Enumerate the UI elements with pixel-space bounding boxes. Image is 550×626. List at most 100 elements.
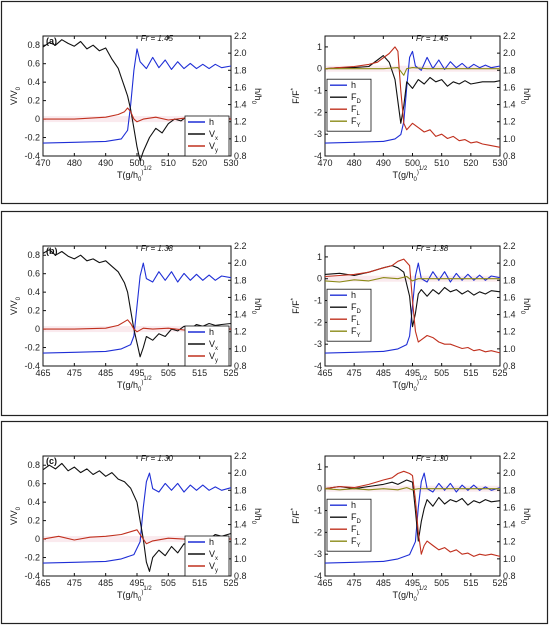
y2-tick-label: 2.0: [503, 258, 516, 268]
series-line-fd: [324, 55, 501, 124]
y-tick-label: -2: [314, 317, 322, 327]
y-tick-label: 0: [35, 324, 40, 334]
y2-tick-label: 2.0: [234, 258, 247, 268]
y-axis-label: V/V0: [9, 86, 22, 105]
y2-tick-label: 1.4: [503, 100, 516, 110]
x-axis-label: T(g/h0)1/2: [393, 586, 428, 603]
y2-tick-label: 2.2: [234, 451, 247, 461]
zero-band: [43, 536, 231, 543]
y2-tick-label: 1.4: [234, 520, 247, 530]
x-tick-label: 500: [405, 158, 420, 168]
x-tick-label: 465: [35, 368, 50, 378]
x-tick-label: 465: [35, 578, 50, 588]
froude-annotation: Fr = 1.38: [141, 244, 174, 253]
zero-band: [325, 65, 500, 72]
froude-annotation: Fr = 1.45: [416, 34, 449, 43]
legend-label: h: [209, 537, 214, 547]
x-tick-label: 505: [161, 578, 176, 588]
y-axis-label: V/V0: [9, 296, 22, 315]
x-tick-label: 490: [376, 158, 391, 168]
series-line-h: [42, 48, 232, 144]
x-tick-label: 475: [347, 368, 362, 378]
chart-6: 465 475 485 495 505 515 525 -4 -3 -2 -1 0 1 0.8 1.0 1.2…: [291, 451, 532, 603]
legend-label: FY: [351, 326, 361, 339]
y-tick-label: 0.6: [27, 269, 40, 279]
x-tick-label: 515: [192, 578, 207, 588]
x-tick-label: 510: [434, 158, 449, 168]
x-tick-label: 525: [492, 368, 507, 378]
legend-label: h: [351, 290, 356, 300]
y2-tick-label: 1.8: [503, 275, 516, 285]
zero-band: [43, 326, 231, 333]
y-tick-label: -0.4: [24, 361, 40, 371]
y2-tick-label: 1.2: [234, 327, 247, 337]
y2-tick-label: 2.0: [234, 48, 247, 58]
legend-label: h: [209, 327, 214, 337]
y2-tick-label: 2.2: [503, 241, 516, 251]
x-axis-label: T(g/h0)1/2: [393, 376, 428, 393]
x-tick-label: 480: [347, 158, 362, 168]
y2-axis-label: h/h0: [250, 298, 263, 315]
y-tick-label: 0.2: [27, 516, 40, 526]
y2-tick-label: 1.6: [234, 292, 247, 302]
x-tick-label: 475: [347, 578, 362, 588]
x-tick-label: 465: [317, 578, 332, 588]
y-tick-label: 0.2: [27, 96, 40, 106]
x-tick-label: 485: [376, 368, 391, 378]
y2-axis-label: h/h0: [519, 298, 532, 315]
y2-tick-label: 2.2: [234, 241, 247, 251]
series-line-fl: [324, 258, 501, 354]
y2-tick-label: 0.8: [234, 571, 247, 581]
y-tick-label: 0.6: [27, 59, 40, 69]
panel-frame-3: [0, 420, 549, 625]
y2-tick-label: 1.2: [503, 117, 516, 127]
legend-label: FD: [351, 302, 362, 315]
series-line-fl: [324, 470, 501, 557]
y-tick-label: 0.8: [27, 40, 40, 50]
chart-3: 465 475 485 495 505 515 525 -0.4 -0.2 0 0.2 0.4 0.6 0…: [9, 241, 263, 393]
y2-tick-label: 1.0: [503, 554, 516, 564]
panel-frame-1: [0, 0, 549, 205]
y2-tick-label: 0.8: [503, 361, 516, 371]
chart-2: 470 480 490 500 510 520 530 -4 -3 -2 -1 0 1 0.8 1.0 1.2…: [291, 31, 532, 183]
y-tick-label: -4: [314, 151, 322, 161]
x-tick-label: 495: [129, 578, 144, 588]
panel-label: (b): [46, 246, 58, 256]
y-tick-label: -2: [314, 527, 322, 537]
plots: 470 480 490 500 510 520 530 -0.4 -0.2 0 0.2 0.4 0.6 0…: [9, 31, 532, 603]
y-tick-label: 0.4: [27, 287, 40, 297]
x-axis-label: T(g/h0)1/2: [117, 376, 152, 393]
y-tick-label: 1: [317, 252, 322, 262]
y2-axis-label: h/h0: [519, 88, 532, 105]
series-line-h: [324, 50, 501, 144]
x-tick-label: 485: [376, 578, 391, 588]
x-tick-label: 525: [492, 578, 507, 588]
y-tick-label: -3: [314, 549, 322, 559]
y2-tick-label: 1.2: [503, 537, 516, 547]
x-axis-label: T(g/h0)1/2: [117, 586, 152, 603]
froude-annotation: Fr = 1.30: [141, 454, 174, 463]
y-tick-label: -0.4: [24, 151, 40, 161]
panel-label: (c): [46, 456, 57, 466]
y2-tick-label: 2.0: [503, 468, 516, 478]
legend-box: [326, 78, 372, 132]
y2-tick-label: 1.8: [234, 485, 247, 495]
x-tick-label: 500: [129, 158, 144, 168]
x-axis-label: T(g/h0)1/2: [393, 166, 428, 183]
y-tick-label: 1: [317, 462, 322, 472]
zero-band: [43, 116, 231, 123]
y-tick-label: -0.2: [24, 133, 40, 143]
legend-label: Vy: [209, 351, 218, 364]
legend-box: [326, 288, 372, 342]
y-axis-label: V/V0: [9, 506, 22, 525]
froude-annotation: Fr = 1.38: [416, 244, 449, 253]
y-tick-label: -4: [314, 361, 322, 371]
x-tick-label: 530: [223, 158, 238, 168]
legend-label: FL: [351, 314, 361, 327]
x-tick-label: 485: [98, 578, 113, 588]
legend-label: Vy: [209, 141, 218, 154]
y-tick-label: 0.4: [27, 497, 40, 507]
y-tick-label: -1: [314, 506, 322, 516]
y2-tick-label: 2.0: [234, 468, 247, 478]
